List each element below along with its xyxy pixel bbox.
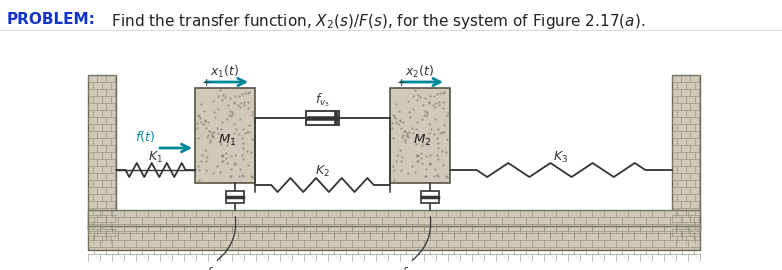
Text: $+$: $+$	[396, 77, 406, 89]
Text: $M_2$: $M_2$	[413, 133, 431, 148]
Bar	[672, 75, 700, 230]
Text: $f_{v_2}$: $f_{v_2}$	[400, 265, 415, 270]
Bar	[226, 191, 244, 202]
Text: PROBLEM:: PROBLEM:	[7, 12, 96, 27]
Text: $K_1$: $K_1$	[148, 150, 163, 164]
Text: $f(t)$: $f(t)$	[135, 129, 155, 143]
Text: $x_2(t)$: $x_2(t)$	[405, 64, 435, 80]
Text: $K_3$: $K_3$	[554, 150, 569, 164]
Text: Find the transfer function, $X_2(s)/F(s)$, for the system of Figure 2.17$(a)$.: Find the transfer function, $X_2(s)/F(s)…	[102, 12, 645, 31]
Bar	[195, 88, 255, 183]
Text: $x_1(t)$: $x_1(t)$	[210, 64, 239, 80]
Bar	[88, 210, 700, 228]
Bar	[390, 88, 450, 183]
Bar	[88, 75, 116, 230]
Text: $M_1$: $M_1$	[217, 133, 236, 148]
Bar	[421, 191, 439, 202]
Bar	[306, 111, 339, 125]
Text: $f_{v_1}$: $f_{v_1}$	[206, 265, 221, 270]
Bar	[88, 226, 700, 250]
Text: $+$: $+$	[201, 77, 211, 89]
Text: $f_{v_3}$: $f_{v_3}$	[315, 91, 330, 109]
Text: $K_2$: $K_2$	[315, 163, 330, 178]
